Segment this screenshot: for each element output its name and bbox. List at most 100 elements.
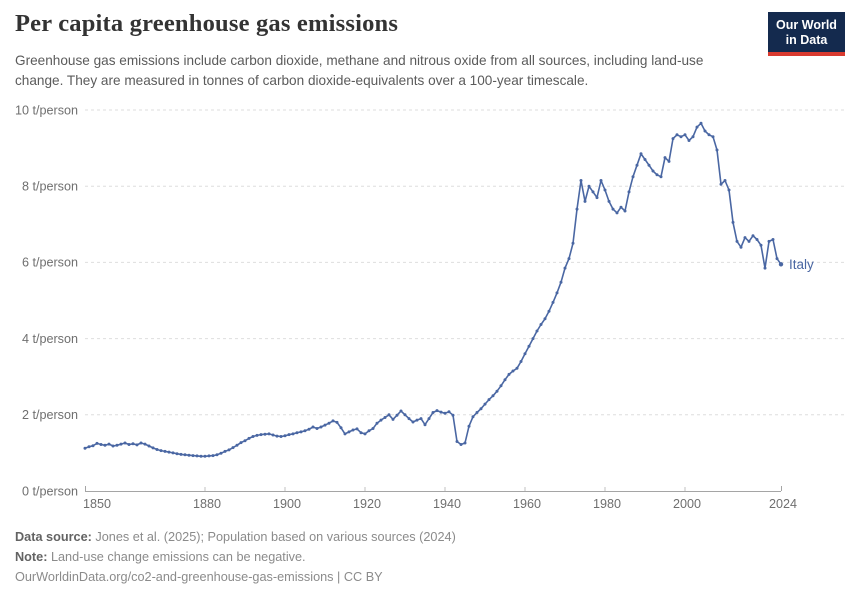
data-point[interactable]	[699, 121, 703, 125]
data-point[interactable]	[563, 266, 567, 270]
data-point[interactable]	[759, 243, 763, 247]
data-point[interactable]	[379, 418, 383, 422]
data-point[interactable]	[203, 454, 207, 458]
data-point[interactable]	[163, 449, 167, 453]
data-point[interactable]	[567, 257, 571, 261]
data-point[interactable]	[407, 417, 411, 421]
data-point[interactable]	[695, 125, 699, 129]
data-point[interactable]	[619, 205, 623, 209]
data-point[interactable]	[683, 133, 687, 137]
data-point[interactable]	[191, 454, 195, 458]
data-point[interactable]	[319, 425, 323, 429]
data-point[interactable]	[323, 423, 327, 427]
data-point[interactable]	[167, 450, 171, 454]
data-point[interactable]	[603, 188, 607, 192]
data-point[interactable]	[351, 428, 355, 432]
data-point[interactable]	[135, 443, 139, 447]
data-point[interactable]	[607, 199, 611, 203]
data-point[interactable]	[303, 429, 307, 433]
data-point[interactable]	[83, 446, 87, 450]
data-point[interactable]	[587, 184, 591, 188]
data-point[interactable]	[359, 431, 363, 435]
data-point[interactable]	[671, 137, 675, 141]
data-point[interactable]	[111, 444, 115, 448]
data-point[interactable]	[227, 448, 231, 452]
data-point[interactable]	[651, 169, 655, 173]
data-point[interactable]	[355, 427, 359, 431]
data-point[interactable]	[515, 366, 519, 370]
data-point[interactable]	[263, 432, 267, 436]
data-point[interactable]	[247, 436, 251, 440]
data-point[interactable]	[243, 439, 247, 443]
data-point[interactable]	[123, 441, 127, 445]
data-point[interactable]	[467, 424, 471, 428]
data-point[interactable]	[511, 369, 515, 373]
series-line[interactable]	[84, 122, 782, 458]
data-point[interactable]	[367, 429, 371, 433]
data-point[interactable]	[643, 158, 647, 161]
data-point[interactable]	[583, 199, 587, 203]
data-point[interactable]	[119, 442, 123, 446]
data-point[interactable]	[287, 433, 291, 437]
data-point[interactable]	[251, 435, 255, 438]
data-point[interactable]	[531, 337, 535, 341]
data-point[interactable]	[527, 344, 531, 348]
data-point[interactable]	[675, 133, 679, 137]
data-point[interactable]	[503, 378, 507, 382]
data-point[interactable]	[195, 454, 199, 458]
data-point[interactable]	[739, 245, 743, 249]
data-point[interactable]	[715, 148, 719, 152]
data-point[interactable]	[707, 133, 711, 137]
data-point[interactable]	[495, 389, 499, 393]
data-point[interactable]	[107, 442, 111, 446]
data-point[interactable]	[559, 280, 563, 284]
data-point[interactable]	[215, 453, 219, 457]
data-point[interactable]	[99, 443, 103, 446]
data-point[interactable]	[271, 433, 275, 437]
data-point[interactable]	[311, 425, 315, 429]
data-point[interactable]	[171, 451, 175, 455]
data-point[interactable]	[491, 394, 495, 398]
data-point[interactable]	[299, 430, 303, 434]
data-point[interactable]	[555, 291, 559, 295]
data-point[interactable]	[175, 452, 179, 456]
data-point[interactable]	[103, 443, 107, 447]
data-point[interactable]	[487, 398, 491, 402]
data-point[interactable]	[327, 421, 331, 425]
data-point[interactable]	[727, 188, 731, 192]
data-point[interactable]	[291, 432, 295, 436]
data-point[interactable]	[159, 449, 163, 453]
data-point[interactable]	[551, 300, 555, 304]
data-point[interactable]	[147, 444, 151, 448]
data-point[interactable]	[391, 417, 395, 421]
data-point[interactable]	[347, 430, 351, 434]
data-point[interactable]	[735, 239, 739, 243]
data-point[interactable]	[455, 440, 459, 443]
data-point[interactable]	[335, 420, 339, 424]
data-point[interactable]	[639, 152, 643, 156]
data-point[interactable]	[375, 421, 379, 425]
data-point[interactable]	[403, 413, 407, 417]
data-point[interactable]	[655, 173, 659, 177]
data-point[interactable]	[579, 179, 583, 182]
data-point[interactable]	[219, 451, 223, 455]
owid-logo[interactable]: Our World in Data	[768, 12, 845, 56]
data-point[interactable]	[451, 413, 455, 417]
data-point[interactable]	[127, 443, 131, 446]
data-point[interactable]	[711, 135, 715, 139]
data-point[interactable]	[547, 309, 551, 313]
data-point[interactable]	[435, 409, 439, 413]
data-point[interactable]	[499, 384, 503, 388]
data-point[interactable]	[543, 317, 547, 321]
data-point[interactable]	[143, 442, 147, 446]
data-point[interactable]	[399, 409, 403, 413]
data-point[interactable]	[443, 411, 447, 415]
data-point[interactable]	[459, 443, 463, 446]
data-point[interactable]	[615, 211, 619, 215]
data-point[interactable]	[331, 419, 335, 423]
data-point[interactable]	[411, 420, 415, 424]
data-point[interactable]	[539, 323, 543, 326]
data-point[interactable]	[439, 410, 443, 414]
data-point[interactable]	[279, 435, 283, 438]
